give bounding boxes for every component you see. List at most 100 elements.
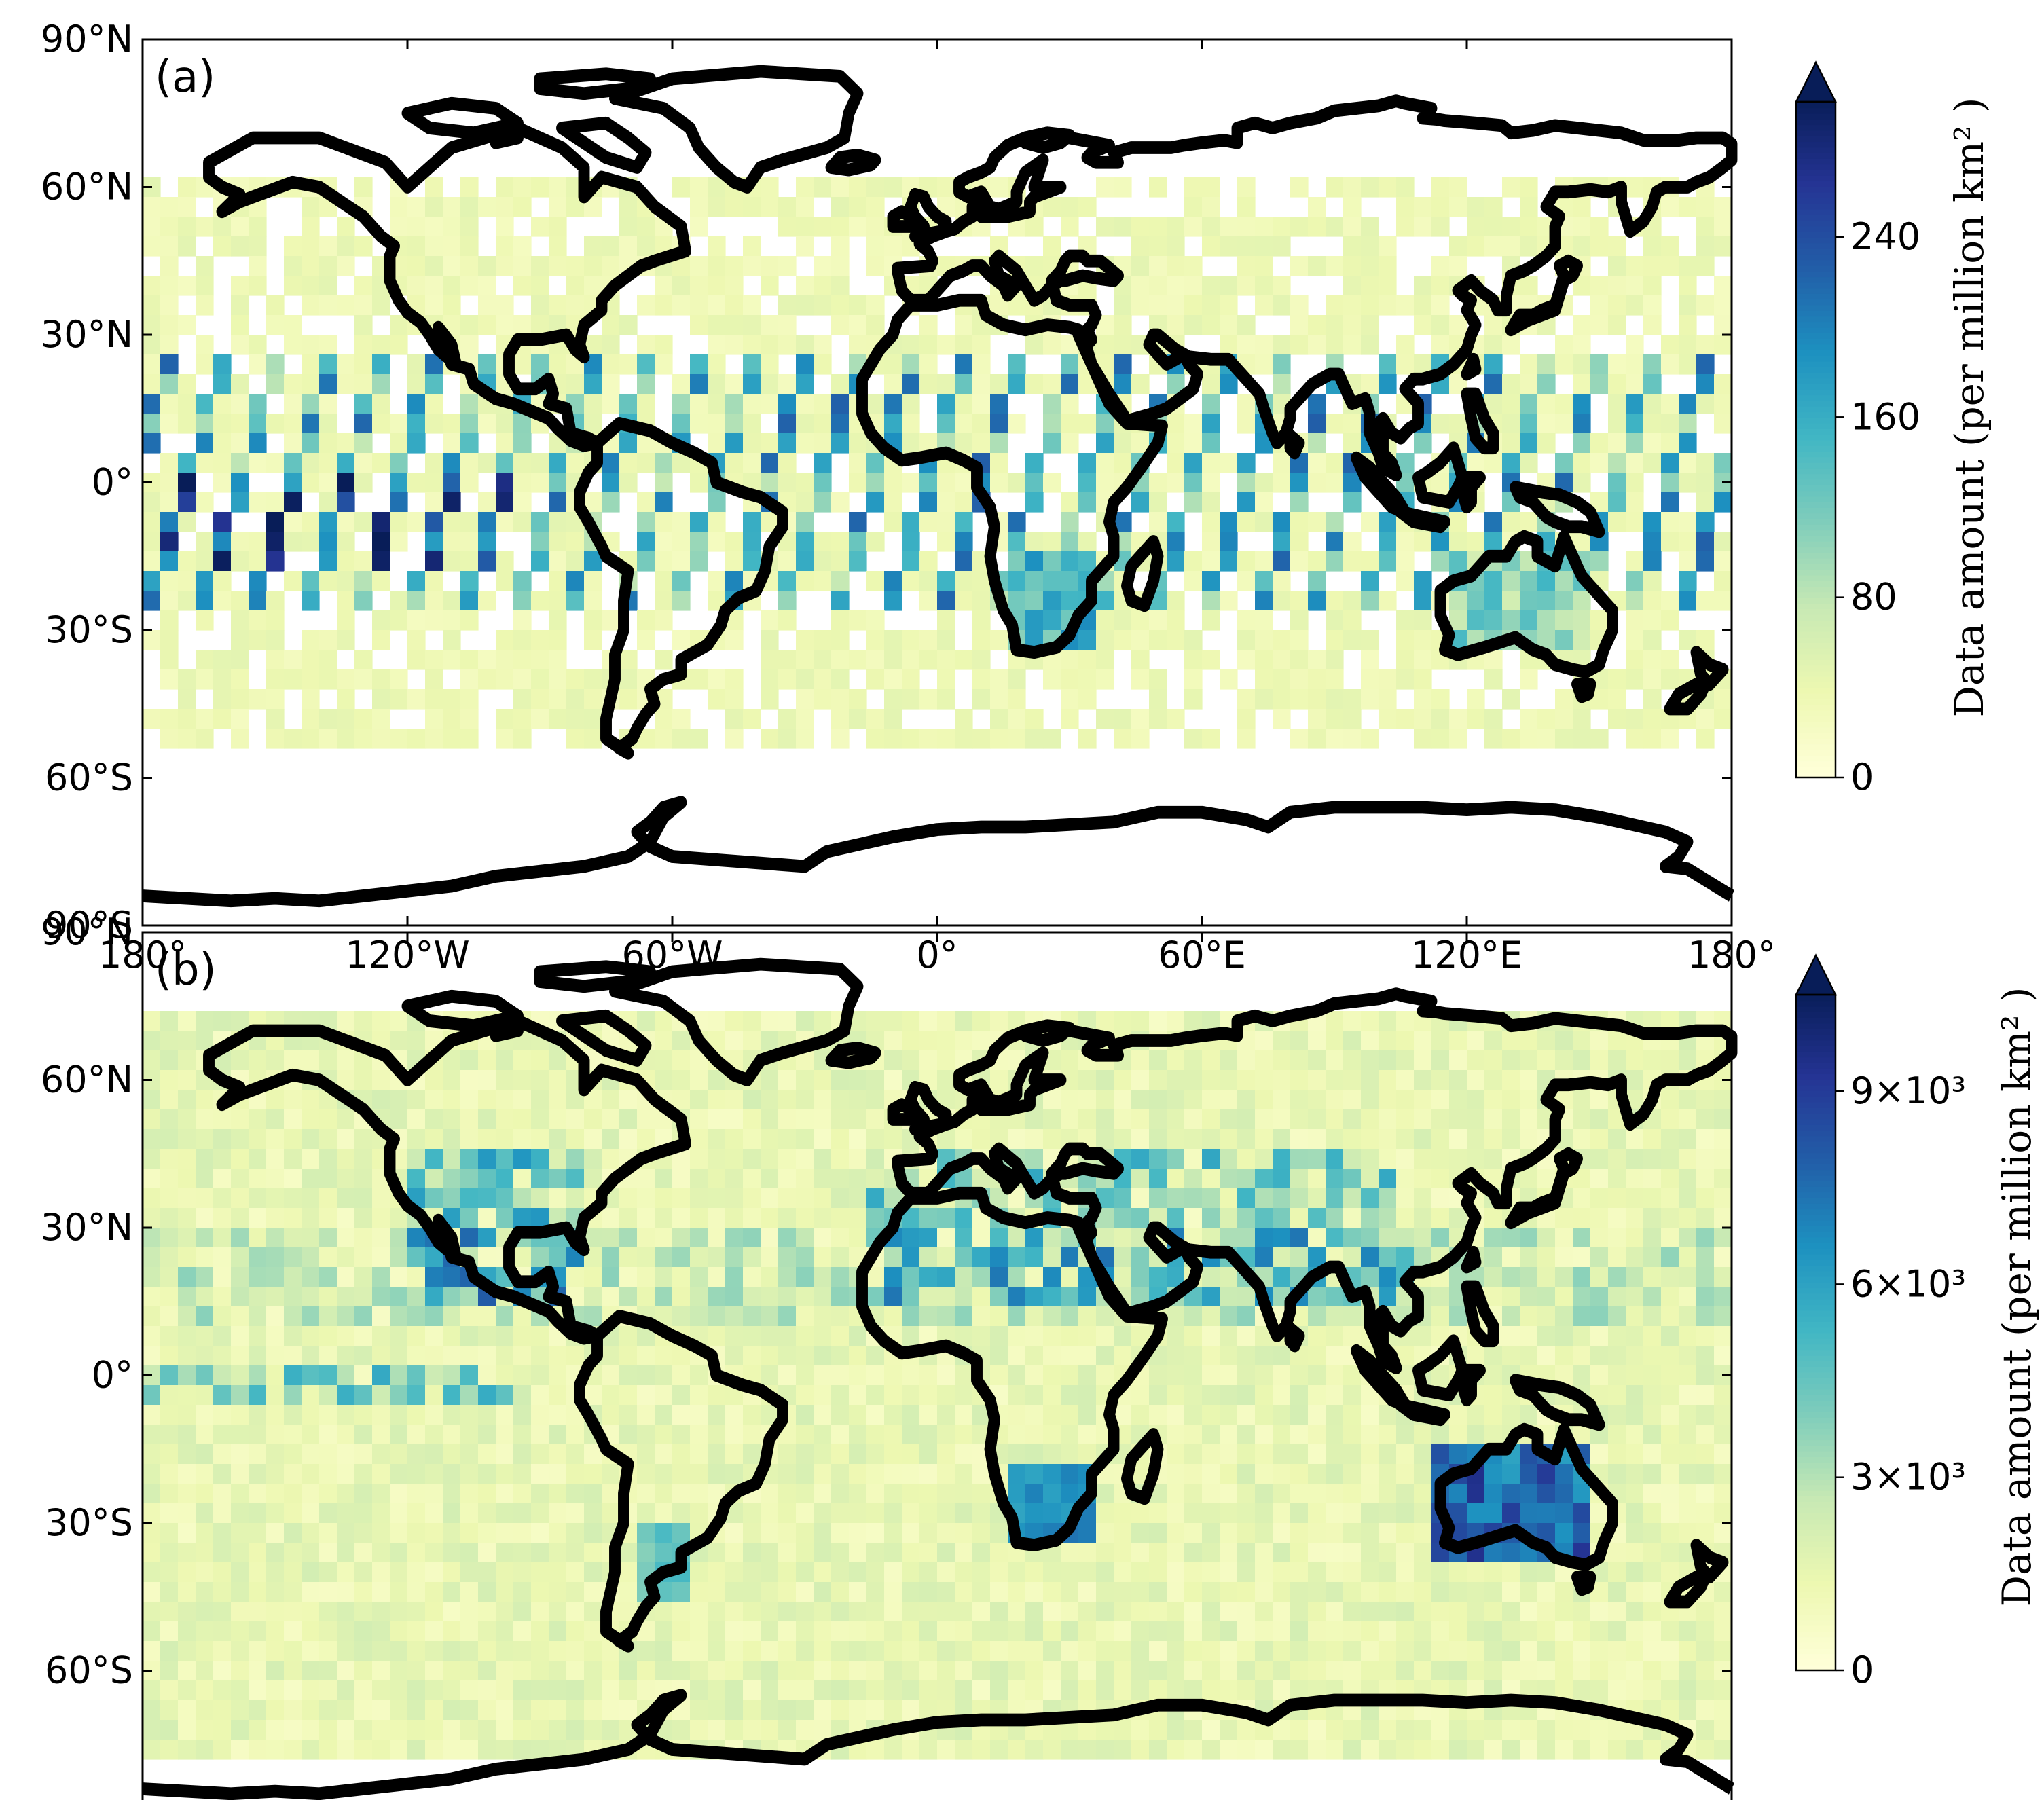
heatmap-cell [1061, 1050, 1079, 1071]
heatmap-cell [619, 1090, 638, 1110]
heatmap-cell [1626, 492, 1644, 513]
heatmap-cell [266, 689, 285, 710]
heatmap-cell [1431, 1444, 1450, 1465]
heatmap-cell [1167, 1326, 1185, 1346]
heatmap-cell [372, 1464, 390, 1484]
heatmap-cell [160, 197, 179, 217]
heatmap-cell [708, 354, 726, 375]
heatmap-cell [478, 1090, 496, 1110]
heatmap-cell [796, 1149, 814, 1169]
heatmap-cell [1237, 709, 1256, 729]
heatmap-cell [284, 669, 302, 690]
heatmap-cell [637, 335, 655, 355]
heatmap-cell [1114, 217, 1132, 237]
heatmap-cell [213, 1425, 232, 1445]
heatmap-cell [284, 729, 302, 749]
colorbar-segment [1796, 321, 1836, 328]
heatmap-cell [884, 729, 902, 749]
heatmap-cell [354, 1228, 373, 1248]
heatmap-cell [1484, 650, 1503, 670]
heatmap-cell [972, 1326, 991, 1346]
heatmap-cell [1431, 1228, 1450, 1248]
heatmap-cell [1661, 1188, 1679, 1209]
heatmap-cell [884, 1602, 902, 1622]
heatmap-cell [866, 610, 885, 631]
heatmap-cell [1661, 433, 1679, 454]
heatmap-cell [143, 1444, 161, 1465]
heatmap-cell [1114, 1346, 1132, 1366]
heatmap-cell [354, 1582, 373, 1602]
heatmap-cell [937, 512, 955, 532]
heatmap-cell [213, 1621, 232, 1642]
heatmap-cell [1696, 236, 1715, 257]
heatmap-cell [1343, 1484, 1362, 1504]
heatmap-cell [143, 532, 161, 552]
heatmap-cell [1608, 295, 1626, 316]
heatmap-cell [1626, 276, 1644, 296]
heatmap-cell [478, 551, 496, 572]
heatmap-cell [708, 295, 726, 316]
heatmap-cell [1643, 1523, 1662, 1543]
heatmap-cell [990, 414, 1008, 434]
heatmap-cell [1696, 1129, 1715, 1150]
colorbar-segment [1796, 552, 1836, 559]
heatmap-cell [443, 591, 461, 611]
heatmap-cell [602, 1129, 620, 1150]
heatmap-cell [778, 1621, 797, 1642]
heatmap-cell [231, 315, 249, 335]
heatmap-cell [637, 1484, 655, 1504]
heatmap-cell [390, 1503, 408, 1524]
heatmap-cell [1714, 571, 1732, 591]
heatmap-cell [1114, 1562, 1132, 1583]
heatmap-cell [319, 1050, 337, 1071]
colorbar-segment [1796, 113, 1836, 120]
heatmap-cell [1484, 1109, 1503, 1130]
heatmap-cell [549, 217, 567, 237]
heatmap-cell [284, 236, 302, 257]
heatmap-cell [1308, 433, 1326, 454]
heatmap-cell [1184, 256, 1203, 276]
heatmap-cell [884, 591, 902, 611]
heatmap-cell [1590, 1602, 1609, 1622]
heatmap-cell [1661, 1129, 1679, 1150]
heatmap-cell [1202, 394, 1220, 414]
heatmap-cell [1308, 1602, 1326, 1622]
heatmap-cell [619, 1365, 638, 1386]
heatmap-cell [460, 1464, 479, 1484]
heatmap-cell [1290, 512, 1309, 532]
heatmap-cell [231, 1188, 249, 1209]
heatmap-cell [1431, 1070, 1450, 1090]
heatmap-cell [407, 571, 426, 591]
heatmap-cell [1431, 551, 1450, 572]
heatmap-cell [1131, 1523, 1150, 1543]
heatmap-cell [337, 492, 355, 513]
heatmap-cell [1431, 1602, 1450, 1622]
heatmap-cell [1114, 1523, 1132, 1543]
colorbar-segment [1796, 524, 1836, 531]
heatmap-cell [831, 1405, 850, 1425]
heatmap-cell [796, 709, 814, 729]
heatmap-cell [1431, 1031, 1450, 1051]
heatmap-cell [1661, 1425, 1679, 1445]
heatmap-cell [1220, 1169, 1238, 1189]
heatmap-cell [919, 1365, 938, 1386]
heatmap-cell [955, 1425, 973, 1445]
heatmap-cell [390, 1621, 408, 1642]
heatmap-cell [337, 1365, 355, 1386]
heatmap-cell [849, 610, 867, 631]
heatmap-cell [990, 1267, 1008, 1287]
heatmap-cell [1114, 177, 1132, 198]
heatmap-cell [319, 1405, 337, 1425]
heatmap-cell [1167, 1562, 1185, 1583]
heatmap-cell [955, 709, 973, 729]
heatmap-cell [725, 729, 744, 749]
heatmap-cell [231, 374, 249, 394]
heatmap-cell [1326, 295, 1344, 316]
heatmap-cell [143, 1503, 161, 1524]
heatmap-cell [1096, 1090, 1114, 1110]
heatmap-cell [178, 236, 196, 257]
heatmap-cell [796, 551, 814, 572]
heatmap-cell [1502, 1050, 1520, 1071]
heatmap-cell [478, 1050, 496, 1071]
